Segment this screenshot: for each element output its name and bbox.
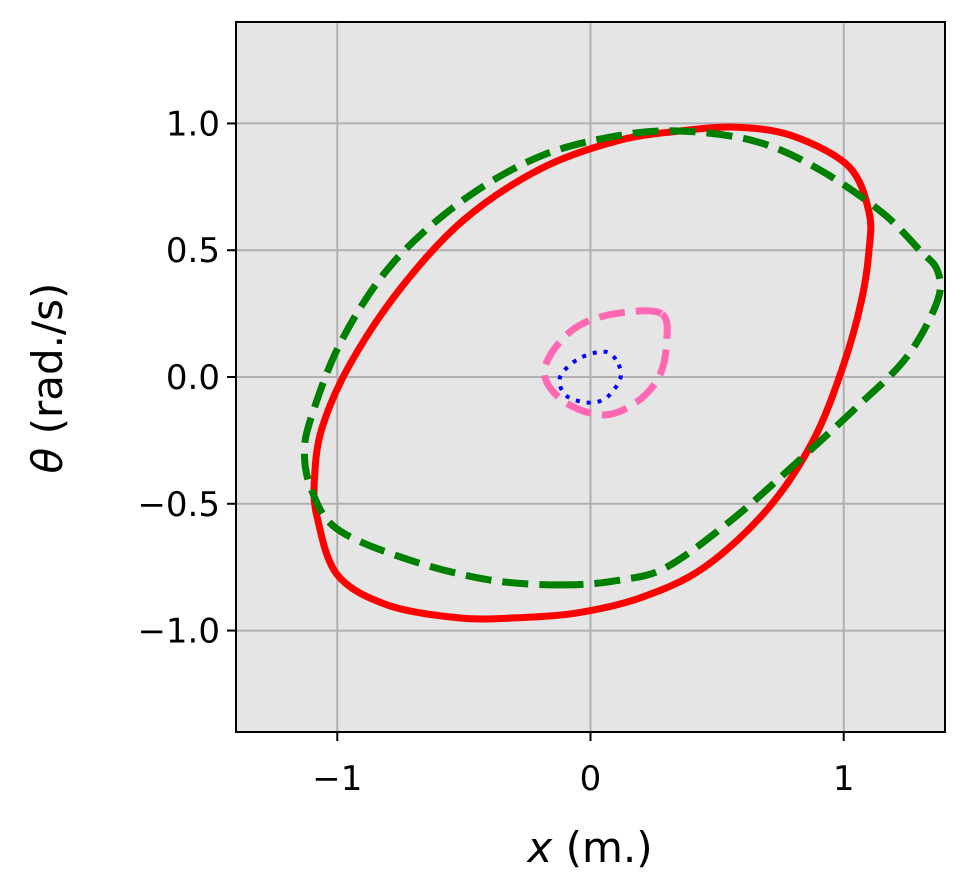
- x-axis-symbol: x: [525, 823, 553, 872]
- y-tick-label: 1.0: [166, 104, 220, 144]
- y-tick-label: −1.0: [137, 612, 220, 652]
- x-axis-unit: (m.): [566, 823, 653, 872]
- y-axis-label: θ (rad./s): [23, 283, 72, 474]
- grid: [236, 22, 945, 732]
- y-tick-label: −0.5: [137, 485, 220, 525]
- y-tick-label: 0.5: [166, 231, 220, 271]
- series-line-3: [540, 307, 671, 419]
- ticks: −1 0 1 −1.0 −0.5 0.0 0.5 1.0: [137, 104, 854, 799]
- y-axis-symbol: θ: [23, 448, 72, 474]
- x-axis-label: x (m.): [525, 823, 652, 872]
- series-layer: [300, 123, 944, 623]
- series-line-1: [310, 123, 875, 623]
- y-tick-label: 0.0: [166, 358, 220, 398]
- x-tick-label: −1: [312, 759, 362, 799]
- x-tick-label: 0: [580, 759, 602, 799]
- y-axis-unit: (rad./s): [23, 283, 72, 435]
- x-tick-label: 1: [833, 759, 855, 799]
